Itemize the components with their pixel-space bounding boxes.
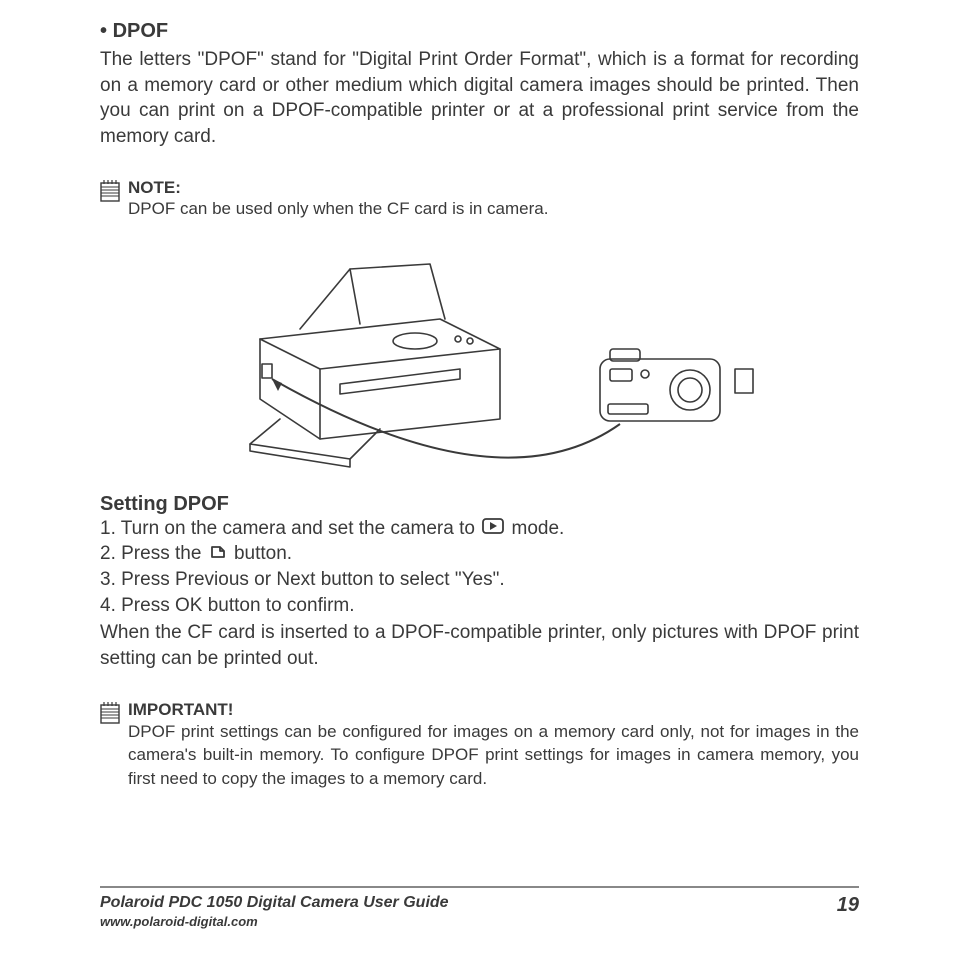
dpof-body: The letters "DPOF" stand for "Digital Pr… — [100, 47, 859, 150]
step-2-post: button. — [229, 543, 292, 564]
footer-page-number: 19 — [837, 894, 859, 917]
step-2: 2. Press the button. — [100, 541, 859, 567]
notepad-icon — [100, 180, 120, 207]
print-button-icon — [209, 541, 227, 567]
play-mode-icon — [482, 516, 504, 542]
footer-left: Polaroid PDC 1050 Digital Camera User Gu… — [100, 894, 449, 929]
footer-title: Polaroid PDC 1050 Digital Camera User Gu… — [100, 894, 449, 912]
step-1: 1. Turn on the camera and set the camera… — [100, 516, 859, 542]
note-text: DPOF can be used only when the CF card i… — [128, 198, 859, 221]
bullet: • — [100, 20, 113, 42]
setting-dpof-heading: Setting DPOF — [100, 493, 859, 516]
notepad-icon — [100, 702, 120, 729]
note-block: NOTE: DPOF can be used only when the CF … — [100, 178, 859, 221]
step-2-pre: 2. Press the — [100, 543, 207, 564]
note-heading: NOTE: — [128, 178, 859, 198]
dpof-illustration — [100, 229, 859, 489]
important-content: IMPORTANT! DPOF print settings can be co… — [128, 700, 859, 791]
step-1-pre: 1. Turn on the camera and set the camera… — [100, 518, 480, 539]
important-block: IMPORTANT! DPOF print settings can be co… — [100, 700, 859, 791]
setting-dpof-steps: 1. Turn on the camera and set the camera… — [100, 516, 859, 619]
dpof-heading-text: DPOF — [113, 20, 169, 42]
page-footer: Polaroid PDC 1050 Digital Camera User Gu… — [100, 886, 859, 929]
step-1-post: mode. — [506, 518, 564, 539]
setting-followup: When the CF card is inserted to a DPOF-c… — [100, 620, 859, 671]
footer-url: www.polaroid-digital.com — [100, 914, 449, 929]
step-3: 3. Press Previous or Next button to sele… — [100, 567, 859, 593]
important-text: DPOF print settings can be configured fo… — [128, 720, 859, 791]
note-content: NOTE: DPOF can be used only when the CF … — [128, 178, 859, 221]
important-heading: IMPORTANT! — [128, 700, 859, 720]
dpof-heading: • DPOF — [100, 20, 859, 43]
step-4: 4. Press OK button to confirm. — [100, 593, 859, 619]
